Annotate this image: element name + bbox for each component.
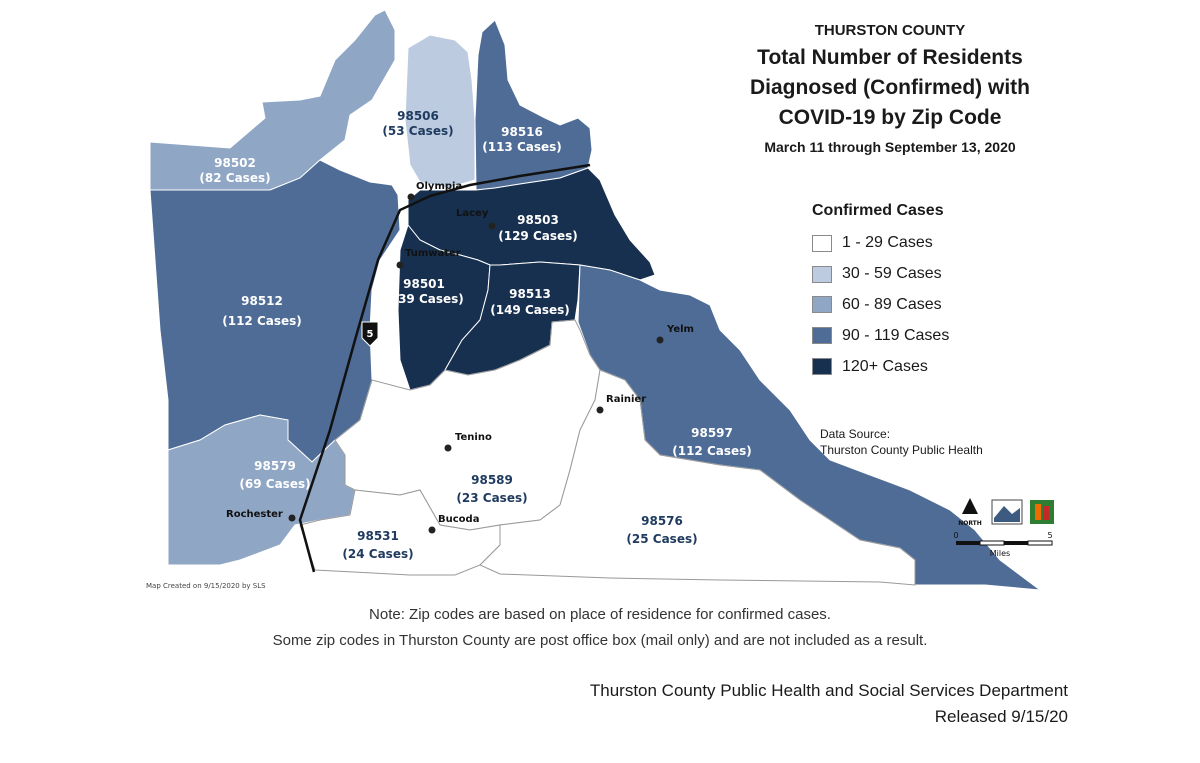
svg-text:Tumwater: Tumwater [405, 248, 461, 259]
legend-swatch [812, 358, 832, 376]
notes: Note: Zip codes are based on place of re… [0, 602, 1200, 654]
zip-label-98531: 98531 [357, 529, 399, 543]
zip-cases-98589: (23 Cases) [456, 491, 527, 505]
legend-item: 1 - 29 Cases [812, 228, 949, 259]
svg-text:Bucoda: Bucoda [438, 514, 479, 525]
data-source: Data Source: Thurston County Public Heal… [820, 426, 983, 458]
note-line-2: Some zip codes in Thurston County are po… [272, 632, 928, 649]
zip-label-98501: 98501 [403, 277, 445, 291]
zip-label-98503: 98503 [517, 213, 559, 227]
legend: Confirmed Cases 1 - 29 Cases 30 - 59 Cas… [812, 202, 949, 382]
interstate-5-highway [298, 163, 591, 573]
interstate-shield: 5 [361, 321, 379, 347]
zip-label-98512: 98512 [241, 294, 283, 308]
city-lacey: Lacey [456, 208, 496, 230]
scale-bar: 0 5 Miles [953, 531, 1052, 558]
zip-cases-98502: (82 Cases) [199, 171, 270, 185]
title-line-1: Total Number of Residents [757, 46, 1023, 69]
zip-cases-98597: (112 Cases) [672, 444, 752, 458]
interstate-shield-number: 5 [367, 329, 374, 340]
zip-label-98513: 98513 [509, 287, 551, 301]
zip-label-98576: 98576 [641, 514, 683, 528]
zip-label-98506: 98506 [397, 109, 439, 123]
map-title-block: THURSTON COUNTY Total Number of Resident… [712, 22, 1068, 155]
city-yelm: Yelm [656, 324, 694, 344]
north-arrow-icon: NORTH [958, 498, 982, 527]
zip-cases-98513: (149 Cases) [490, 303, 570, 317]
city-tumwater: Tumwater [396, 248, 461, 269]
county-name: THURSTON COUNTY [814, 22, 966, 39]
legend-item: 30 - 59 Cases [812, 259, 949, 290]
zip-cases-98531: (24 Cases) [342, 547, 413, 561]
legend-title: Confirmed Cases [812, 202, 944, 219]
svg-text:Rochester: Rochester [226, 509, 283, 520]
legend-label: 1 - 29 Cases [842, 234, 933, 252]
zip-area-98516[interactable] [474, 19, 593, 191]
note-line-1: Note: Zip codes are based on place of re… [369, 606, 831, 623]
legend-item: 90 - 119 Cases [812, 320, 949, 351]
scale-unit: Miles [990, 549, 1010, 558]
zip-cases-98506: (53 Cases) [382, 124, 453, 138]
zip-label-98589: 98589 [471, 473, 513, 487]
svg-text:Olympia: Olympia [416, 181, 462, 192]
svg-text:Rainier: Rainier [606, 394, 646, 405]
legend-label: 120+ Cases [842, 357, 928, 375]
svg-text:Tenino: Tenino [455, 432, 492, 443]
scale-min: 0 [953, 531, 958, 540]
zip-cases-98576: (25 Cases) [626, 532, 697, 546]
footer: Thurston County Public Health and Social… [590, 678, 1068, 730]
svg-text:Yelm: Yelm [666, 324, 694, 335]
zip-area-98531[interactable] [299, 489, 501, 576]
zip-cases-98579: (69 Cases) [239, 477, 310, 491]
zip-label-98597: 98597 [691, 426, 733, 440]
footer-release-date: Released 9/15/20 [934, 707, 1068, 726]
zip-cases-98503: (129 Cases) [498, 229, 578, 243]
legend-swatch [812, 234, 832, 252]
zip-area-98502[interactable] [149, 9, 396, 191]
city-rainier: Rainier [596, 394, 646, 414]
scale-max: 5 [1047, 531, 1052, 540]
legend-swatch [812, 265, 832, 283]
title-line-3: COVID-19 by Zip Code [778, 106, 1002, 129]
footer-department: Thurston County Public Health and Social… [589, 681, 1068, 700]
zip-area-98576[interactable] [479, 369, 916, 586]
svg-text:Lacey: Lacey [456, 208, 489, 219]
zip-cases-98512: (112 Cases) [222, 314, 302, 328]
legend-swatch [812, 327, 832, 345]
legend-label: 30 - 59 Cases [842, 265, 942, 283]
thurston-county-map: 5 98506 (53 Cases) 98516 (113 Cases) 985… [146, 9, 1054, 591]
health-dept-logo-icon [1030, 500, 1054, 524]
legend-item: 60 - 89 Cases [812, 290, 949, 321]
data-source-heading: Data Source: [820, 427, 891, 441]
city-olympia: Olympia [407, 181, 462, 201]
title-line-2: Diagnosed (Confirmed) with [750, 76, 1030, 99]
legend-swatch [812, 296, 832, 314]
zip-label-98516: 98516 [501, 125, 543, 139]
svg-text:NORTH: NORTH [958, 520, 982, 527]
zip-label-98579: 98579 [254, 459, 296, 473]
city-tenino: Tenino [444, 432, 492, 452]
county-logo-icon [991, 499, 1023, 525]
date-range: March 11 through September 13, 2020 [764, 139, 1016, 155]
legend-label: 90 - 119 Cases [842, 326, 950, 344]
data-source-name: Thurston County Public Health [820, 443, 983, 457]
city-bucoda: Bucoda [428, 514, 479, 534]
city-rochester: Rochester [226, 509, 296, 522]
zip-cases-98516: (113 Cases) [482, 140, 562, 154]
zip-cases-98501: (139 Cases) [384, 292, 464, 306]
map-credit: Map Created on 9/15/2020 by SLS [146, 582, 266, 590]
legend-item: 120+ Cases [812, 351, 949, 382]
zip-label-98502: 98502 [214, 156, 256, 170]
legend-label: 60 - 89 Cases [842, 295, 942, 313]
